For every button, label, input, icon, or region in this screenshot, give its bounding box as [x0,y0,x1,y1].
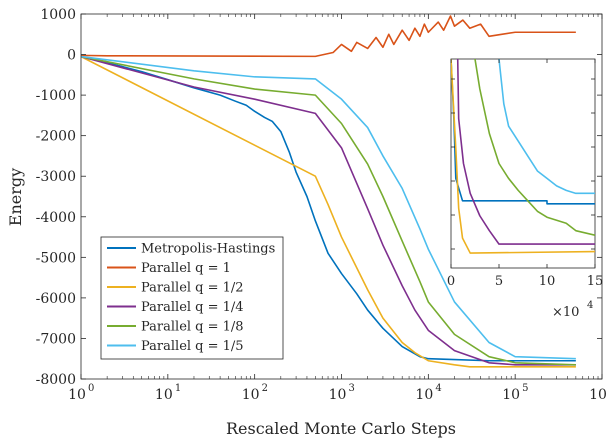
legend-box [100,236,284,360]
x-tick-exponent: 2 [262,383,268,394]
series-line-2 [81,55,576,368]
inset-frame [450,58,596,269]
x-tick-label: 10 [415,387,433,403]
inset-series-line-3 [474,59,595,236]
legend-label: Parallel q = 1/8 [141,320,244,335]
legend-label: Metropolis-Hastings [141,242,275,257]
x-tick-exponent: 4 [435,383,441,394]
series-line-1 [81,15,576,58]
inset-ticks: 0 5 10 15 ×10 4 [447,59,603,320]
y-tick-label: 1000 [40,7,76,23]
legend: Metropolis-Hastings Parallel q = 1 Paralle… [100,236,284,360]
x-tick-label: 10 [502,387,520,403]
x-axis-title: Rescaled Monte Carlo Steps [226,419,456,438]
y-axis-title: Energy [6,168,25,226]
inset-series-line-1 [451,59,595,254]
series-line-5 [81,55,576,360]
inset-x-tick-label: 0 [447,274,455,289]
legend-label: Parallel q = 1/2 [141,281,244,296]
legend-label: Parallel q = 1 [141,261,231,276]
y-tick-label: -8000 [36,372,76,388]
series-line-4 [81,55,576,366]
inset-series-group [451,59,595,254]
x-tick-label: 10 [589,387,607,403]
x-tick-exponent: 0 [88,383,94,394]
y-tick-label: -4000 [36,210,76,226]
y-tick-label: -7000 [36,331,76,347]
y-tick-label: -3000 [36,169,76,185]
inset-x-tick-label: 5 [495,274,503,289]
inset-series-line-4 [498,59,595,195]
inset-x-multiplier: ×10 [552,305,579,320]
y-tick-label: 0 [67,48,76,64]
plot-frame [80,13,603,380]
y-tick-label: -1000 [36,88,76,104]
x-tick-exponent: 3 [349,383,355,394]
x-tick-label: 10 [242,387,260,403]
inset-axes: 0 5 10 15 ×10 4 [447,58,603,320]
x-tick-exponent: 1 [175,383,181,394]
x-tick-label: 10 [155,387,173,403]
series-line-3 [81,55,576,366]
inset-x-tick-label: 15 [587,274,604,289]
inset-x-tick-label: 10 [539,274,556,289]
inset-x-multiplier-exponent: 4 [587,300,593,311]
inset-series-line-2 [456,59,595,245]
main-ticks: 10010110210310410510610000-1000-2000-300… [36,7,607,403]
main-series-group [81,15,576,368]
y-tick-label: -6000 [36,291,76,307]
legend-label: Parallel q = 1/4 [141,300,244,315]
y-tick-label: -5000 [36,250,76,266]
y-tick-label: -2000 [36,129,76,145]
legend-label: Parallel q = 1/5 [141,339,244,354]
x-tick-label: 10 [329,387,347,403]
x-tick-label: 10 [68,387,86,403]
x-tick-exponent: 5 [522,383,528,394]
